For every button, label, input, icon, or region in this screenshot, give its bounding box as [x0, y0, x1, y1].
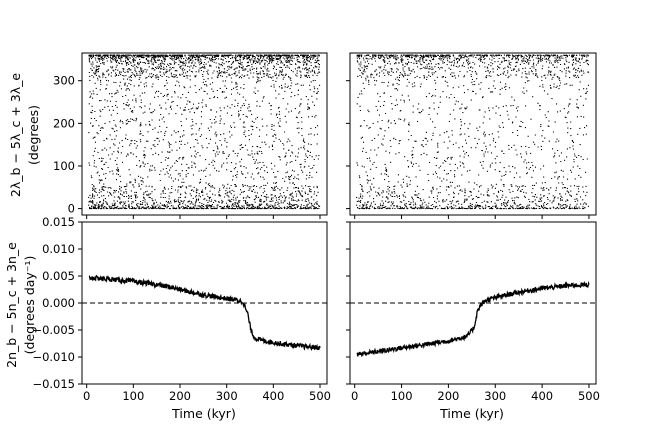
frequency-series-line: [356, 280, 590, 358]
x-tick-label: 400: [531, 389, 553, 403]
x-tick-label: 300: [484, 389, 506, 403]
y-tick-label: −0.005: [32, 323, 75, 337]
angle-dot-cloud: [88, 54, 321, 210]
angle-dot-cloud: [356, 54, 590, 210]
y-tick-label: 0.000: [42, 296, 75, 310]
bottom-right-xlabel: Time (kyr): [439, 406, 504, 421]
y-tick-label: 0.005: [42, 269, 75, 283]
x-tick-label: 200: [437, 389, 459, 403]
top-ylabel-line1: 2λ_b − 5λ_c + 3λ_e: [8, 73, 23, 197]
x-tick-label: 0: [351, 389, 358, 403]
y-tick-label: 100: [53, 159, 75, 173]
y-tick-label: −0.015: [32, 377, 75, 391]
plot-frame: [349, 52, 597, 216]
y-tick-label: 200: [53, 116, 75, 130]
x-tick-label: 400: [262, 389, 284, 403]
x-tick-label: 100: [122, 389, 144, 403]
panel-top-right: [346, 52, 597, 219]
panel-bottom-right: 0 100 200 300 400 500: [346, 221, 600, 403]
bottom-ylabel-line2: (degrees day⁻¹): [22, 256, 37, 355]
y-tick-label: 300: [53, 74, 75, 88]
y-tick-label: −0.010: [32, 350, 75, 364]
top-ylabel-line2: (degrees): [26, 105, 41, 165]
frequency-series-line: [88, 274, 321, 352]
x-tick-label: 100: [391, 389, 413, 403]
y-tick-label: 0.010: [42, 242, 75, 256]
x-tick-label: 200: [169, 389, 191, 403]
angle-dots: [356, 54, 590, 210]
y-tick-label: 0.015: [42, 215, 75, 229]
panel-bottom-left: 0 100 200 300 400 500 −0.015 −0.010 −0.005 0.000 0…: [32, 215, 331, 403]
bottom-left-xlabel: Time (kyr): [171, 406, 236, 421]
y-tick-label: 0: [68, 202, 75, 216]
angle-dots: [88, 54, 321, 210]
panel-top-left: 0 100 200 300: [53, 52, 328, 219]
plot-frame: [81, 52, 328, 216]
x-tick-label: 500: [578, 389, 600, 403]
x-tick-label: 300: [216, 389, 238, 403]
x-tick-label: 500: [309, 389, 331, 403]
x-tick-label: 0: [83, 389, 90, 403]
bottom-ylabel-line1: 2n_b − 5n_c + 3n_e: [4, 242, 19, 368]
